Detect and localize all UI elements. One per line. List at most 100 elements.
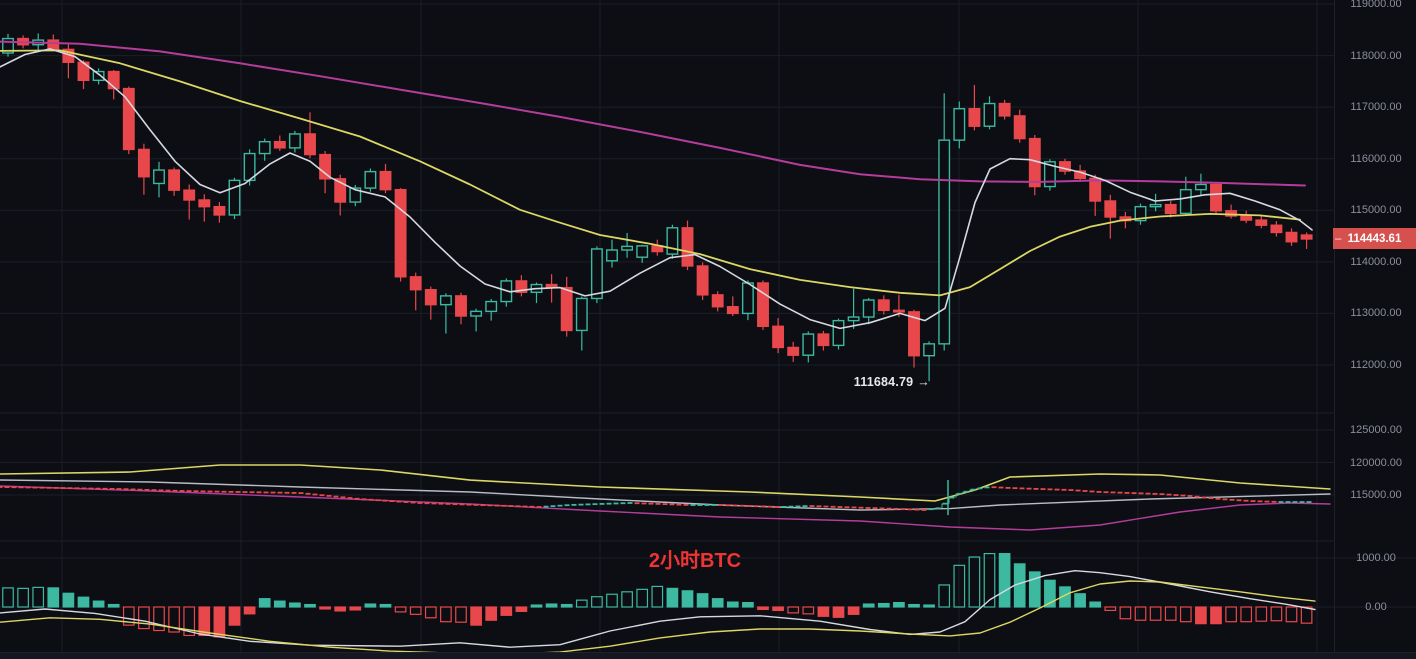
candle-body bbox=[726, 306, 739, 315]
overview-bar bbox=[81, 487, 87, 490]
overview-bar bbox=[1026, 487, 1032, 490]
overview-bar bbox=[158, 489, 164, 492]
overview-bar bbox=[1236, 499, 1242, 502]
overview-bar bbox=[270, 491, 276, 494]
candle-body bbox=[681, 227, 694, 267]
macd-histogram-bar bbox=[47, 587, 60, 608]
overview-bar bbox=[1208, 497, 1214, 500]
candle-body bbox=[304, 133, 316, 156]
overview-bar bbox=[802, 505, 808, 508]
overview-bar bbox=[0, 486, 3, 488]
overview-bar bbox=[60, 487, 66, 489]
price-axis[interactable]: 119000.00 118000.00 117000.00 116000.00 1150… bbox=[1334, 0, 1416, 659]
overview-bar bbox=[480, 504, 486, 507]
macd-histogram-bar bbox=[319, 606, 331, 610]
overview-bar bbox=[508, 505, 514, 507]
overview-bar bbox=[172, 489, 178, 492]
overview-bar bbox=[746, 505, 752, 507]
macd-histogram-bar bbox=[636, 588, 649, 608]
overview-bar bbox=[641, 502, 647, 505]
overview-bar bbox=[620, 502, 626, 505]
macd-histogram-bar bbox=[1240, 606, 1253, 623]
macd-histogram-bar bbox=[1059, 586, 1071, 608]
candle-body bbox=[696, 265, 709, 296]
macd-histogram-bar bbox=[122, 606, 135, 626]
overview-bar bbox=[1194, 495, 1200, 498]
overview-bar bbox=[823, 505, 829, 508]
candle-body bbox=[711, 294, 724, 308]
overview-bar bbox=[669, 503, 675, 506]
overview-bar bbox=[662, 503, 668, 506]
price-axis-label: 112000.00 bbox=[1350, 358, 1402, 371]
price-axis-label: 125000.00 bbox=[1350, 424, 1402, 436]
candle-body bbox=[1043, 161, 1056, 188]
overview-bar bbox=[928, 508, 934, 511]
macd-histogram-bar bbox=[394, 606, 407, 613]
candle-body bbox=[2, 37, 14, 54]
overview-bar bbox=[228, 490, 234, 493]
overview-ma-magenta bbox=[0, 485, 1331, 531]
overview-bar bbox=[830, 505, 836, 508]
candle-body bbox=[394, 188, 407, 278]
overview-bar bbox=[375, 499, 381, 502]
candle-body bbox=[1134, 205, 1147, 222]
overview-bar bbox=[984, 486, 990, 489]
macd-histogram-bar bbox=[726, 601, 739, 608]
overview-bar bbox=[1292, 501, 1298, 503]
macd-histogram-bar bbox=[787, 606, 800, 614]
macd-histogram-bar bbox=[757, 606, 769, 611]
candle-body bbox=[666, 227, 679, 255]
macd-histogram-bar bbox=[681, 590, 694, 608]
candle-body bbox=[107, 70, 120, 90]
overview-bar bbox=[445, 503, 451, 505]
candle-body bbox=[137, 148, 150, 178]
overview-bar bbox=[88, 487, 94, 490]
overview-bar bbox=[326, 494, 332, 497]
overview-bar bbox=[767, 505, 773, 508]
overview-bar bbox=[361, 498, 367, 501]
candle-body bbox=[772, 325, 785, 349]
overview-bar bbox=[39, 486, 45, 489]
overview-bar bbox=[816, 505, 822, 508]
overview-bar bbox=[1278, 501, 1284, 503]
overview-bar bbox=[1075, 489, 1081, 492]
candle-body bbox=[1179, 188, 1192, 215]
candle-body bbox=[862, 299, 875, 318]
macd-histogram-bar bbox=[228, 606, 241, 626]
candle-body bbox=[485, 300, 498, 313]
overview-bar bbox=[25, 486, 31, 489]
candle-body bbox=[998, 102, 1011, 117]
overview-bar bbox=[970, 488, 976, 491]
price-axis-label: 115000.00 bbox=[1350, 204, 1402, 217]
candle-body bbox=[198, 199, 211, 208]
macd-histogram-bar bbox=[500, 606, 513, 616]
candle-body bbox=[228, 179, 241, 216]
macd-histogram-bar bbox=[545, 603, 558, 608]
overview-bar bbox=[515, 505, 521, 508]
macd-histogram-bar bbox=[107, 603, 120, 608]
candle-body bbox=[741, 282, 754, 315]
overview-bar bbox=[1040, 488, 1046, 491]
overview-bar bbox=[1257, 500, 1263, 503]
right-arrow-icon: → bbox=[917, 375, 930, 389]
overview-bar bbox=[1033, 487, 1039, 490]
overview-bar bbox=[417, 502, 423, 504]
overview-bar bbox=[935, 507, 941, 510]
low-price-annotation: 111684.79 → bbox=[800, 375, 930, 389]
time-axis-strip[interactable] bbox=[0, 652, 1416, 659]
overview-bar bbox=[487, 504, 493, 507]
overview-bar bbox=[1166, 493, 1172, 496]
candle-body bbox=[379, 170, 392, 191]
overview-bar bbox=[543, 505, 549, 508]
macd-histogram-bar bbox=[273, 600, 286, 608]
overview-bar bbox=[1019, 487, 1025, 490]
candle-body bbox=[92, 70, 105, 82]
overview-bar bbox=[193, 490, 199, 493]
candle-body bbox=[983, 102, 996, 127]
overview-bar bbox=[431, 502, 437, 505]
macd-histogram-bar bbox=[1164, 606, 1177, 621]
overview-bar bbox=[144, 488, 150, 491]
candle-body bbox=[847, 316, 860, 322]
